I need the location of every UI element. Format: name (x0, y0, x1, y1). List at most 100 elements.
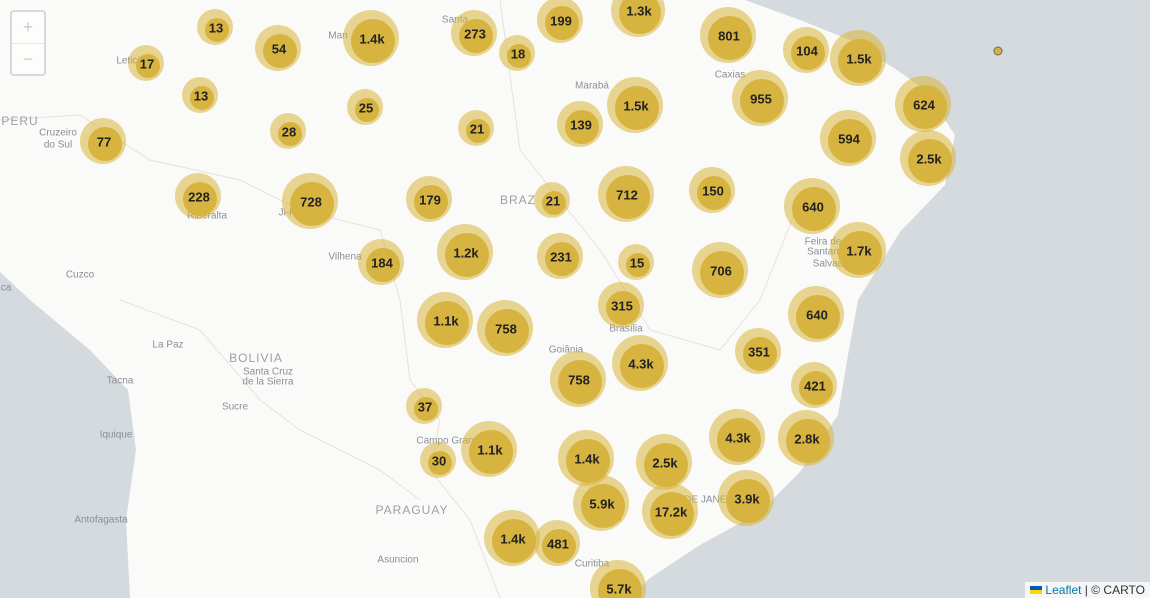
flag-icon (1030, 586, 1043, 594)
cluster[interactable]: 13 (197, 9, 233, 45)
place-label: Man (328, 31, 347, 42)
cluster[interactable]: 18 (499, 35, 535, 71)
cluster[interactable]: 37 (406, 388, 442, 424)
cluster[interactable]: 481 (534, 520, 580, 566)
place-label: Brasília (609, 324, 643, 335)
cluster[interactable]: 2.8k (778, 410, 834, 466)
cluster[interactable]: 1.4k (484, 510, 540, 566)
cluster[interactable]: 231 (537, 233, 583, 279)
cluster[interactable]: 640 (784, 178, 840, 234)
cluster-core (545, 6, 579, 40)
cluster[interactable]: 77 (80, 118, 126, 164)
zoom-out[interactable]: − (22, 49, 34, 69)
cluster-core (717, 418, 761, 462)
cluster-core (205, 18, 229, 42)
cluster-label: 1.3k (626, 3, 652, 18)
zoom-in[interactable]: + (12, 12, 44, 44)
cluster[interactable]: 139 (557, 101, 603, 147)
cluster[interactable]: 15 (618, 244, 654, 280)
cluster[interactable]: 17 (128, 45, 164, 81)
cluster-label: 1.4k (359, 31, 385, 46)
atlantic-ocean (628, 0, 1150, 598)
cluster[interactable]: 5.9k (573, 475, 629, 531)
cluster-core (799, 371, 833, 405)
cluster-label: 28 (282, 124, 296, 139)
cluster[interactable]: 2.5k (636, 434, 692, 490)
cluster[interactable]: 1.4k (343, 10, 399, 66)
cluster-core (838, 231, 882, 275)
cluster-core (581, 484, 625, 528)
cluster-label: 758 (495, 321, 517, 336)
cluster[interactable]: 758 (550, 351, 606, 407)
cluster[interactable]: 5.7k (590, 560, 646, 598)
cluster[interactable]: 13 (182, 77, 218, 113)
place-label: La Paz (152, 340, 183, 351)
cluster-label: 139 (570, 117, 592, 132)
place-label: Goiânia (549, 345, 584, 356)
cluster[interactable]: 801 (700, 7, 756, 63)
cluster[interactable]: 2.5k (900, 130, 956, 186)
cluster-label: 351 (748, 344, 770, 359)
cluster[interactable]: 1.7k (830, 222, 886, 278)
country-label: PARAGUAY (376, 503, 449, 517)
cluster[interactable]: 1.5k (607, 77, 663, 133)
cluster[interactable]: 21 (534, 182, 570, 218)
place-label: Iquique (100, 430, 133, 441)
cluster[interactable]: 179 (406, 176, 452, 222)
cluster[interactable]: 421 (791, 362, 837, 408)
cluster[interactable]: 712 (598, 166, 654, 222)
cluster[interactable]: 4.3k (709, 409, 765, 465)
cluster[interactable]: 1.4k (558, 430, 614, 486)
place-label: Feira de (805, 237, 842, 248)
cluster[interactable]: 4.3k (612, 335, 668, 391)
cluster[interactable]: 184 (358, 239, 404, 285)
cluster[interactable]: 1.1k (461, 421, 517, 477)
country-label: BRAZ (500, 193, 536, 207)
cluster[interactable]: 3.9k (718, 470, 774, 526)
cluster[interactable]: 624 (895, 76, 951, 132)
cluster-label: 4.3k (725, 430, 751, 445)
cluster[interactable]: 1.3k (611, 0, 665, 37)
cluster[interactable]: 351 (735, 328, 781, 374)
cluster-label: 231 (550, 249, 572, 264)
cluster-label: 801 (718, 28, 740, 43)
cluster[interactable]: 104 (783, 27, 829, 73)
zoom-control[interactable]: + − (10, 10, 46, 76)
cluster-label: 21 (470, 121, 484, 136)
cluster[interactable]: 228 (175, 173, 221, 219)
cluster-core (88, 127, 122, 161)
cluster[interactable]: 25 (347, 89, 383, 125)
cluster-core (542, 529, 576, 563)
cluster-core (796, 295, 840, 339)
cluster-label: 1.1k (433, 313, 459, 328)
cluster-label: 594 (838, 131, 860, 146)
cluster-core (507, 44, 531, 68)
cluster[interactable]: 17.2k (642, 483, 698, 539)
cluster[interactable]: 273 (451, 10, 497, 56)
cluster[interactable]: 199 (537, 0, 583, 43)
cluster[interactable]: 1.5k (830, 30, 886, 86)
cluster[interactable]: 30 (420, 442, 456, 478)
cluster[interactable]: 1.2k (437, 224, 493, 280)
cluster-core (908, 139, 952, 183)
cluster-core (726, 479, 770, 523)
cluster[interactable]: 21 (458, 110, 494, 146)
cluster-label: 54 (272, 41, 287, 56)
cluster[interactable]: 1.1k (417, 292, 473, 348)
cluster[interactable]: 640 (788, 286, 844, 342)
place-label: Curitiba (575, 559, 610, 570)
cluster-core (626, 253, 650, 277)
cluster[interactable]: 315 (598, 282, 644, 328)
leaflet-link[interactable]: Leaflet (1045, 583, 1082, 597)
cluster[interactable]: 758 (477, 300, 533, 356)
cluster[interactable]: 955 (732, 70, 788, 126)
cluster[interactable]: 594 (820, 110, 876, 166)
cluster[interactable]: 150 (689, 167, 735, 213)
cluster-core (459, 19, 493, 53)
cluster[interactable]: 706 (692, 242, 748, 298)
cluster[interactable]: 28 (270, 113, 306, 149)
cluster[interactable]: 54 (255, 25, 301, 71)
place-label: Marabá (575, 81, 609, 92)
cluster[interactable]: 728 (282, 173, 338, 229)
cluster-core (351, 19, 395, 63)
